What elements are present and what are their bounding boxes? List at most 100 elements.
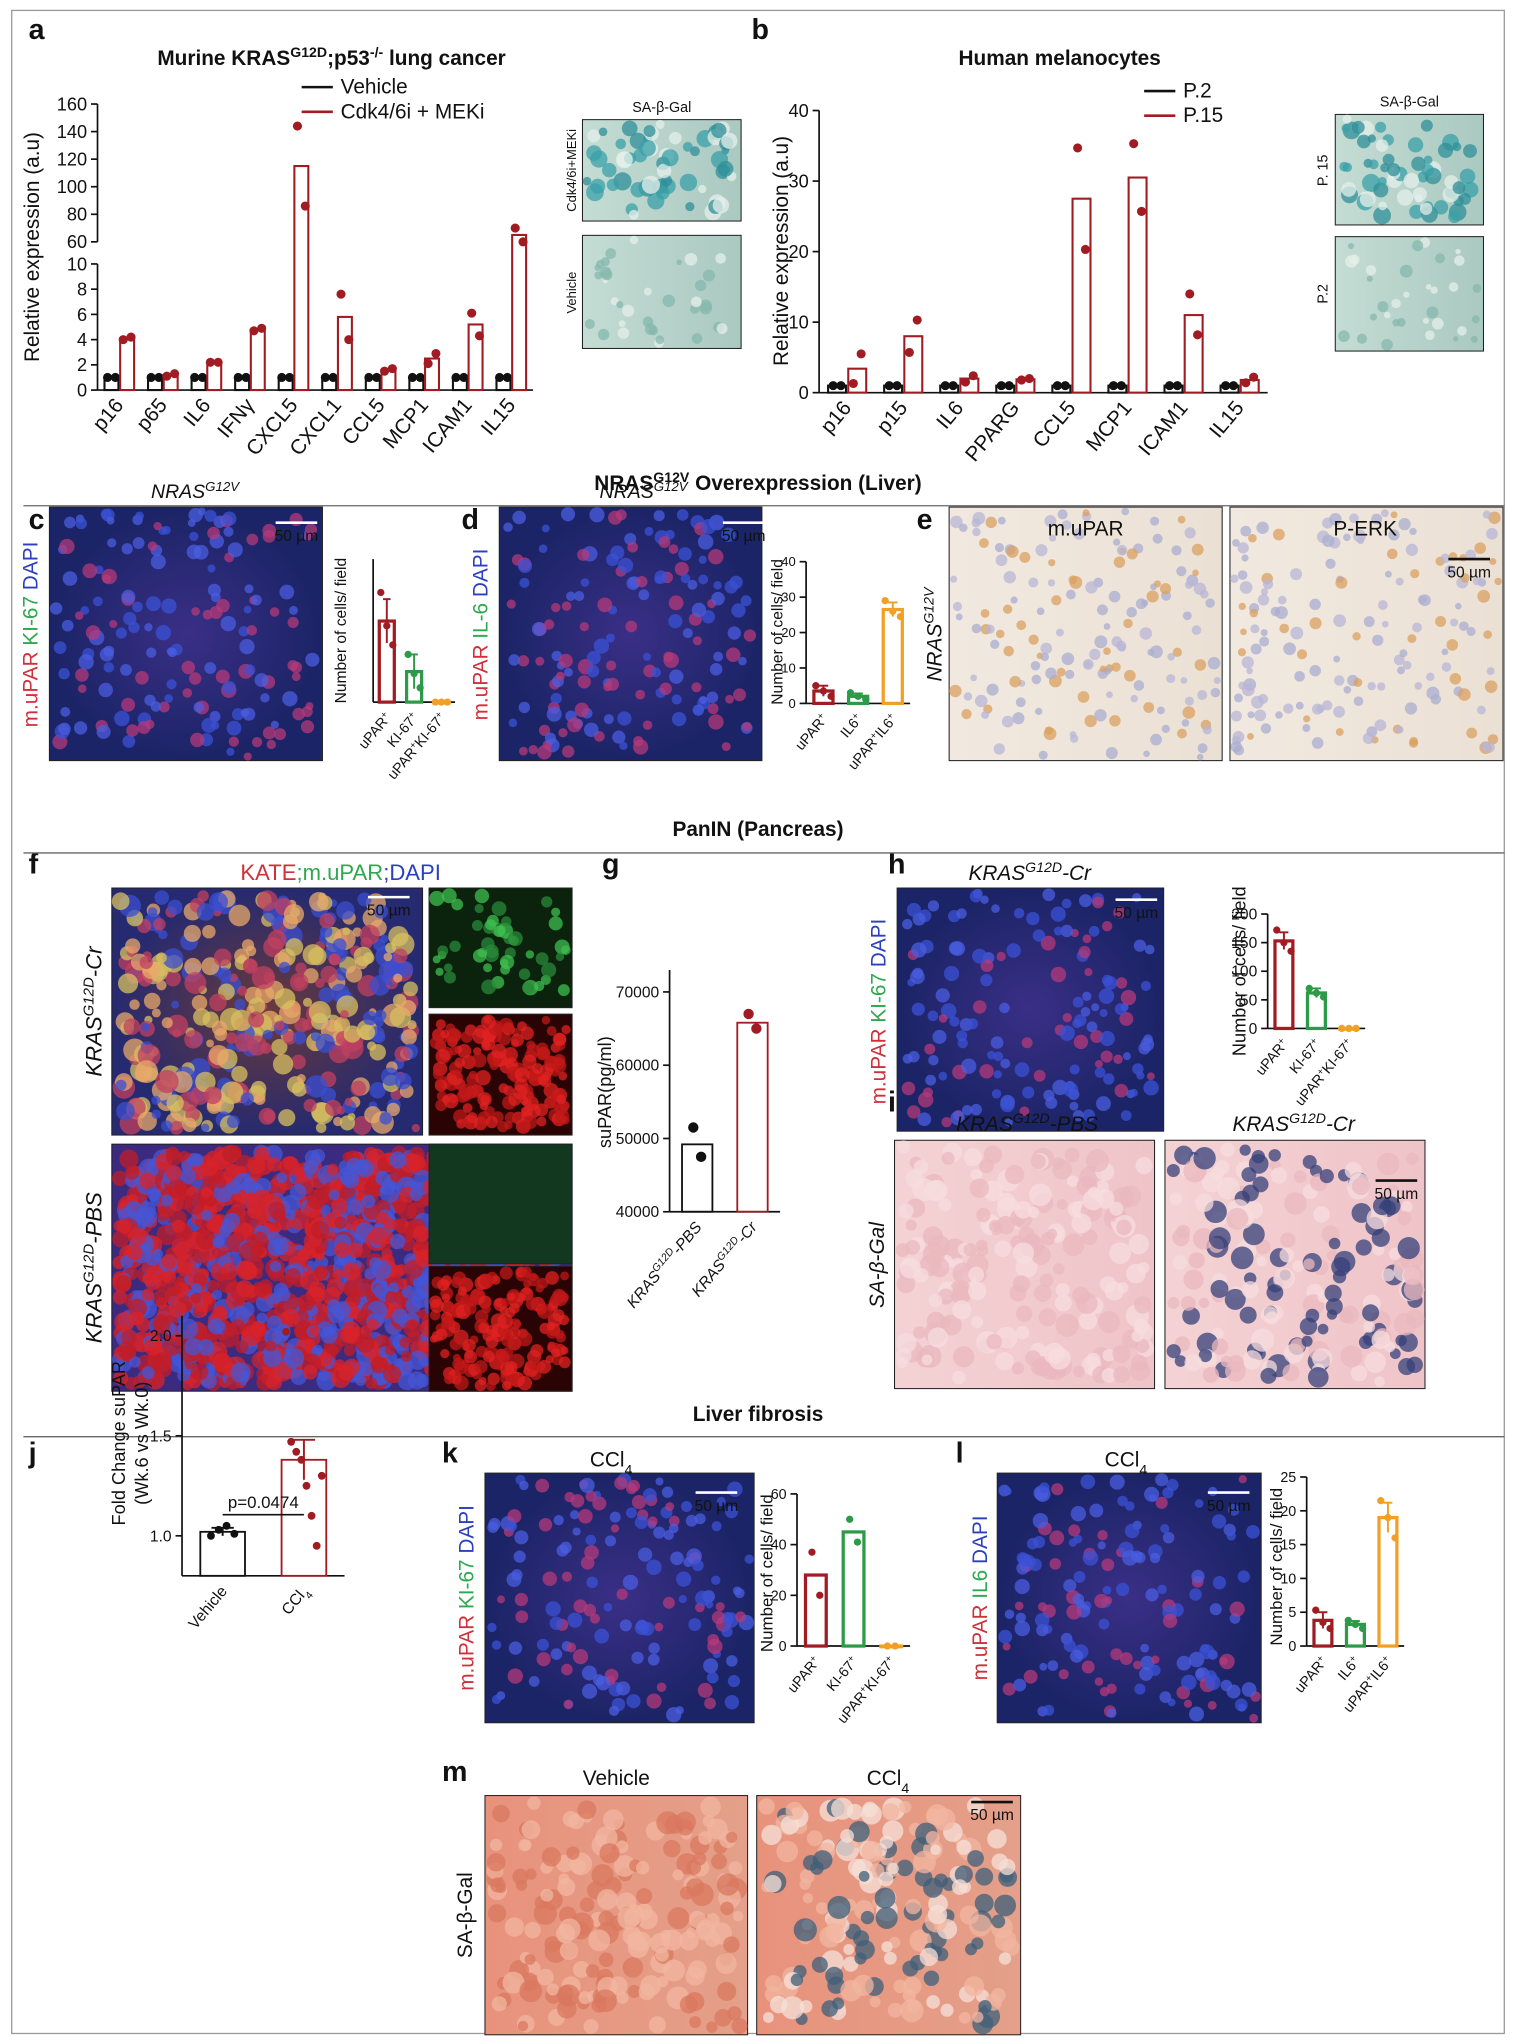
micrograph-cell xyxy=(968,1282,987,1301)
micrograph-cell xyxy=(1341,181,1357,197)
image-label: m.uPAR KI-67 DAPI xyxy=(867,919,890,1105)
data-point xyxy=(1287,947,1295,955)
micrograph-cell xyxy=(143,992,161,1010)
data-point xyxy=(410,669,418,678)
micrograph-cell xyxy=(1384,311,1391,319)
micrograph-cell xyxy=(1342,114,1352,124)
micrograph-cell xyxy=(226,747,235,756)
data-point xyxy=(846,689,855,697)
micrograph-cell xyxy=(112,1290,128,1305)
data-point xyxy=(896,612,905,621)
image-label: P.2 xyxy=(1315,284,1331,304)
micrograph-cell xyxy=(1184,580,1194,589)
micrograph-cell xyxy=(58,668,70,680)
micrograph-cell xyxy=(392,1308,408,1324)
micrograph-cell xyxy=(537,1359,552,1374)
micrograph-cell xyxy=(1058,1669,1069,1680)
micrograph-cell xyxy=(711,1575,721,1585)
image-label: Cdk4/6i+MEKi xyxy=(564,129,579,212)
micrograph-cell xyxy=(209,993,227,1012)
micrograph-cell xyxy=(898,1800,912,1814)
micrograph-cell xyxy=(1038,750,1048,760)
bar xyxy=(293,165,310,392)
micrograph-cell xyxy=(1044,726,1054,735)
data-point xyxy=(431,698,440,706)
micrograph-cell xyxy=(525,1868,537,1880)
micrograph-cell xyxy=(401,1029,417,1045)
micrograph-cell xyxy=(584,318,595,330)
micrograph-cell xyxy=(151,1095,161,1105)
micrograph-cell xyxy=(1209,1603,1222,1616)
micrograph-cell xyxy=(902,1053,913,1064)
micrograph-cell xyxy=(487,1622,497,1633)
micrograph-cell xyxy=(1055,1282,1070,1297)
micrograph-cell xyxy=(1048,1347,1071,1370)
micrograph-cell xyxy=(113,1370,129,1386)
micrograph-cell xyxy=(1146,590,1159,603)
micrograph-cell xyxy=(278,1109,296,1127)
micrograph-cell xyxy=(627,541,638,553)
y-tick-label: 25 xyxy=(1280,1470,1296,1486)
micrograph-cell xyxy=(1374,1376,1385,1387)
micrograph-cell xyxy=(125,938,141,954)
micrograph-cell xyxy=(375,1170,391,1186)
micrograph-cell xyxy=(522,1054,537,1069)
micrograph-cell xyxy=(1367,681,1376,691)
micrograph-cell xyxy=(706,691,719,704)
micrograph-cell xyxy=(1140,1655,1155,1670)
y-axis-label: Number of cells/ field xyxy=(1267,1488,1286,1646)
micrograph-cell xyxy=(1040,935,1056,951)
micrograph-cell xyxy=(139,1210,154,1224)
text-part: lung cancer xyxy=(383,47,506,70)
micrograph-cell xyxy=(1309,598,1321,611)
micrograph-cell xyxy=(1088,925,1100,937)
micrograph-cell xyxy=(1259,636,1270,647)
micrograph-cell xyxy=(1477,589,1491,603)
text-part: Murine KRAS xyxy=(157,47,290,70)
micrograph-cell xyxy=(156,1224,178,1246)
micrograph-cell xyxy=(409,1188,423,1201)
micrograph-cell xyxy=(1356,134,1371,149)
micrograph-cell xyxy=(451,898,464,911)
scale-label: 50 µm xyxy=(1447,564,1491,581)
text-part: KI-67 xyxy=(867,973,890,1029)
micrograph-cell xyxy=(162,1270,177,1284)
micrograph-cell xyxy=(211,1289,223,1301)
text-part: NRAS xyxy=(923,624,946,682)
micrograph-cell xyxy=(251,736,263,748)
text-part: ;m.uPAR xyxy=(296,860,383,885)
micrograph-cell xyxy=(1412,240,1424,252)
micrograph-cell xyxy=(991,1914,1006,1929)
micrograph-cell xyxy=(1333,705,1345,718)
micrograph-cell xyxy=(995,629,1005,639)
micrograph-cell xyxy=(780,1996,805,2020)
micrograph-cell xyxy=(499,1305,509,1315)
data-point xyxy=(808,1548,816,1556)
micrograph-cell xyxy=(518,1839,531,1852)
micrograph-cell xyxy=(1208,1227,1231,1250)
micrograph-cell xyxy=(1117,1282,1129,1294)
micrograph-cell xyxy=(1133,1296,1152,1314)
micrograph-cell xyxy=(974,1893,994,1913)
micrograph-cell xyxy=(1403,1265,1424,1286)
text-part: KI-67 xyxy=(455,1559,478,1615)
micrograph-cell xyxy=(705,1913,720,1928)
micrograph-cell xyxy=(544,1936,561,1953)
micrograph-cell xyxy=(1249,608,1259,618)
micrograph-cell xyxy=(246,533,259,546)
micrograph-cell xyxy=(1094,635,1108,649)
micrograph-cell xyxy=(1182,1307,1200,1325)
micrograph-cell xyxy=(990,639,1000,649)
micrograph-cell xyxy=(1270,1167,1288,1184)
micrograph-cell xyxy=(1153,580,1161,588)
micrograph-cell xyxy=(441,1095,451,1104)
text-part: G12V xyxy=(653,469,690,485)
micrograph-cell xyxy=(707,1638,723,1655)
micrograph-cell xyxy=(1425,330,1435,341)
micrograph-cell xyxy=(1466,626,1476,637)
micrograph-cell xyxy=(485,1380,496,1391)
micrograph-cell xyxy=(1110,1648,1123,1661)
micrograph-cell xyxy=(269,607,280,617)
micrograph-cell xyxy=(1004,1165,1025,1185)
micrograph-cell xyxy=(907,1999,921,2013)
